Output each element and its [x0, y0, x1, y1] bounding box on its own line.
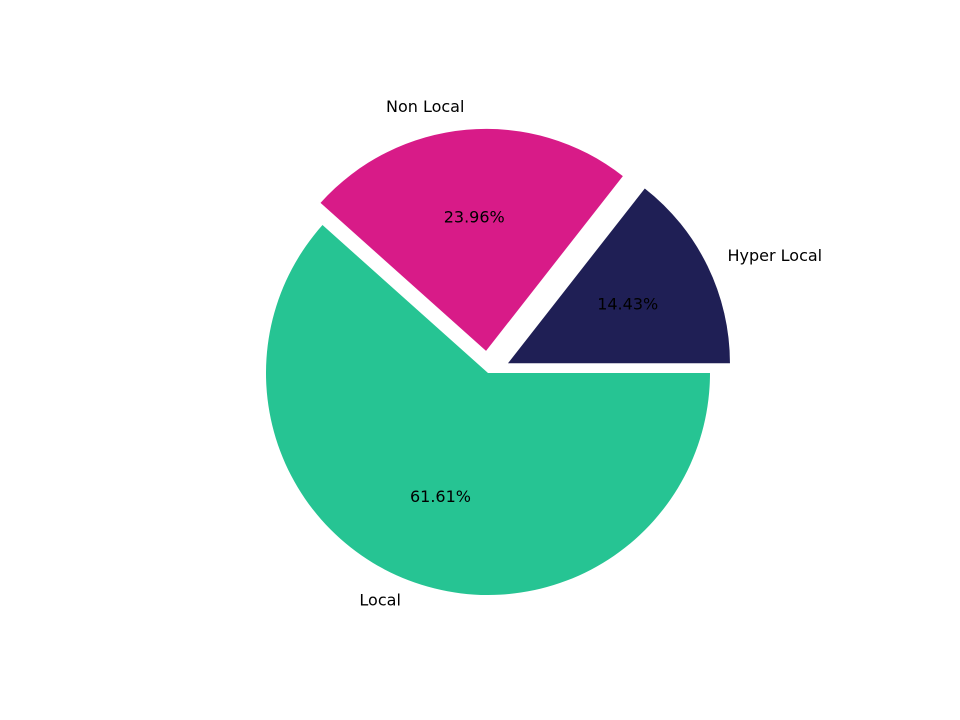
percent-label: 61.61% — [410, 487, 471, 506]
slice-label: Non Local — [386, 97, 464, 116]
pie-slice — [320, 128, 623, 351]
percent-label: 23.96% — [444, 208, 505, 227]
slice-label: Local — [359, 591, 400, 610]
slice-label: Hyper Local — [727, 246, 822, 265]
percent-label: 14.43% — [597, 294, 658, 313]
pie-slice — [266, 225, 710, 595]
pie-slice — [507, 188, 730, 364]
